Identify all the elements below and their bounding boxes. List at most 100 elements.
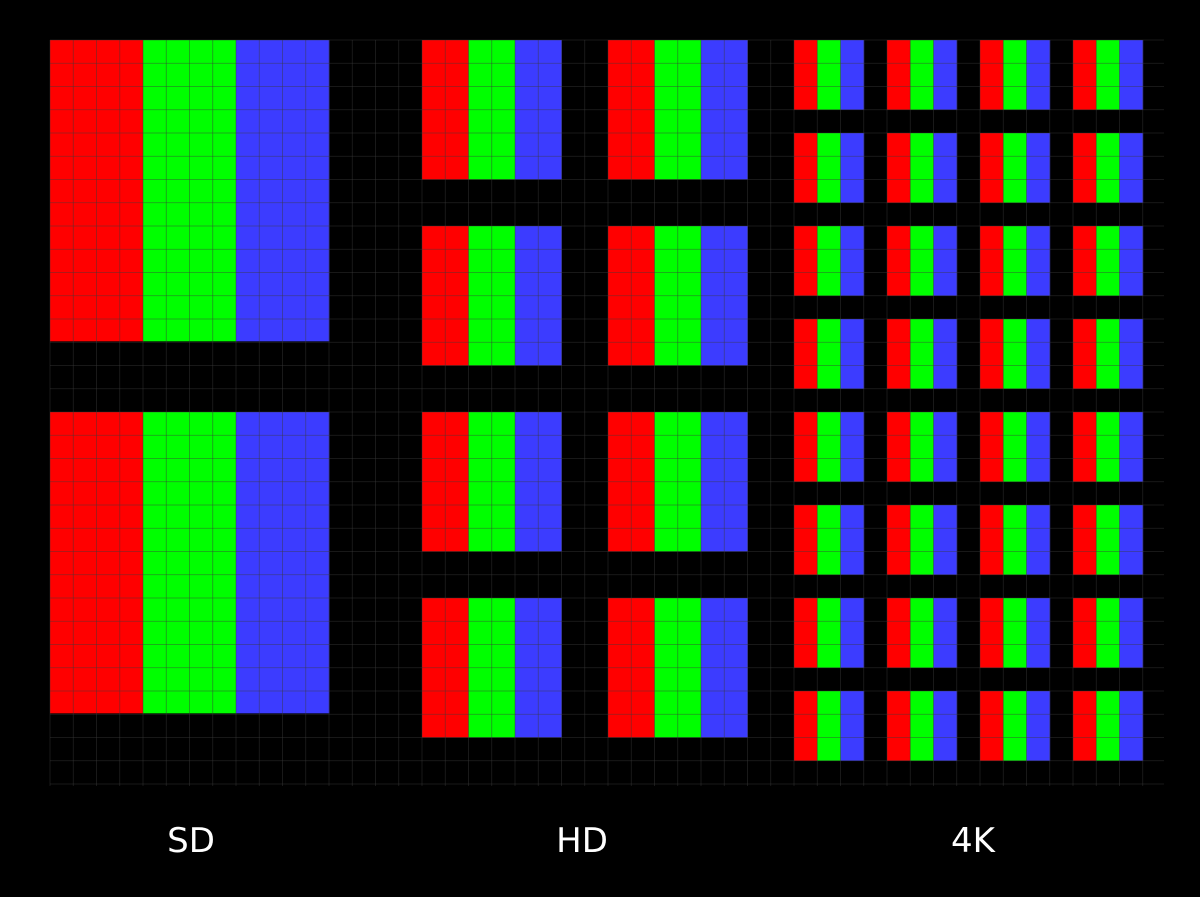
pixel <box>794 598 865 668</box>
subpixel-green <box>1096 226 1120 296</box>
subpixel-red <box>887 133 911 203</box>
subpixel-blue <box>933 598 958 668</box>
subpixel-red <box>980 319 1004 389</box>
subpixel-red <box>794 133 818 203</box>
subpixel-blue <box>933 40 958 110</box>
subpixel-blue <box>933 691 958 761</box>
subpixel-green <box>910 319 934 389</box>
subpixel-green <box>910 505 934 575</box>
pixel <box>887 505 958 575</box>
subpixel-blue <box>1026 412 1051 482</box>
grid-overlay <box>49 39 1164 786</box>
subpixel-red <box>1073 691 1097 761</box>
subpixel-green <box>910 691 934 761</box>
subpixel-blue <box>840 40 865 110</box>
pixel <box>794 505 865 575</box>
pixel <box>887 319 958 389</box>
subpixel-blue <box>1119 226 1144 296</box>
subpixel-red <box>1073 412 1097 482</box>
pixel <box>794 691 865 761</box>
subpixel-blue <box>933 505 958 575</box>
subpixel-red <box>980 691 1004 761</box>
pixel <box>1073 598 1144 668</box>
subpixel-blue <box>1119 691 1144 761</box>
subpixel-green <box>1096 412 1120 482</box>
subpixel-blue <box>840 133 865 203</box>
subpixel-green <box>1003 505 1027 575</box>
subpixel-red <box>887 505 911 575</box>
panel-4k <box>794 40 1144 761</box>
subpixel-blue <box>840 505 865 575</box>
pixel <box>887 412 958 482</box>
pixel <box>1073 319 1144 389</box>
subpixel-red <box>1073 505 1097 575</box>
subpixel-red <box>980 133 1004 203</box>
subpixel-red <box>794 40 818 110</box>
subpixel-green <box>910 40 934 110</box>
subpixel-green <box>1096 40 1120 110</box>
subpixel-red <box>887 40 911 110</box>
subpixel-red <box>1073 40 1097 110</box>
pixel <box>1073 691 1144 761</box>
subpixel-blue <box>1119 412 1144 482</box>
pixel <box>980 412 1051 482</box>
subpixel-red <box>980 226 1004 296</box>
subpixel-blue <box>1026 133 1051 203</box>
panel-label-sd: SD <box>167 821 215 861</box>
subpixel-green <box>817 598 841 668</box>
subpixel-blue <box>840 598 865 668</box>
subpixel-green <box>817 133 841 203</box>
pixel <box>980 691 1051 761</box>
subpixel-blue <box>840 412 865 482</box>
subpixel-green <box>817 505 841 575</box>
subpixel-green <box>817 691 841 761</box>
pixel <box>1073 133 1144 203</box>
pixel <box>794 412 865 482</box>
subpixel-red <box>887 598 911 668</box>
subpixel-green <box>1096 505 1120 575</box>
pixel <box>1073 412 1144 482</box>
subpixel-blue <box>1026 226 1051 296</box>
subpixel-red <box>794 691 818 761</box>
pixel <box>1073 226 1144 296</box>
subpixel-blue <box>933 319 958 389</box>
subpixel-red <box>794 319 818 389</box>
subpixel-blue <box>933 412 958 482</box>
subpixel-green <box>817 40 841 110</box>
subpixel-red <box>1073 598 1097 668</box>
subpixel-blue <box>1119 598 1144 668</box>
pixel <box>887 133 958 203</box>
pixel <box>980 226 1051 296</box>
subpixel-blue <box>1026 505 1051 575</box>
subpixel-green <box>817 412 841 482</box>
subpixel-red <box>887 319 911 389</box>
pixel <box>980 40 1051 110</box>
subpixel-red <box>887 412 911 482</box>
pixel <box>1073 505 1144 575</box>
pixel <box>887 598 958 668</box>
subpixel-red <box>980 40 1004 110</box>
pixel <box>794 133 865 203</box>
subpixel-red <box>794 598 818 668</box>
panel-label-hd: HD <box>556 821 608 861</box>
subpixel-green <box>817 226 841 296</box>
subpixel-green <box>910 598 934 668</box>
subpixel-green <box>1003 319 1027 389</box>
pixel <box>794 226 865 296</box>
pixel <box>980 505 1051 575</box>
subpixel-green <box>1096 691 1120 761</box>
subpixel-red <box>794 226 818 296</box>
pixel <box>1073 40 1144 110</box>
subpixel-blue <box>840 691 865 761</box>
subpixel-blue <box>1119 505 1144 575</box>
pixel <box>887 691 958 761</box>
pixel <box>887 226 958 296</box>
pixel <box>794 319 865 389</box>
subpixel-green <box>817 319 841 389</box>
subpixel-green <box>1003 412 1027 482</box>
subpixel-green <box>1096 598 1120 668</box>
subpixel-red <box>980 412 1004 482</box>
pixel <box>980 133 1051 203</box>
subpixel-green <box>910 133 934 203</box>
